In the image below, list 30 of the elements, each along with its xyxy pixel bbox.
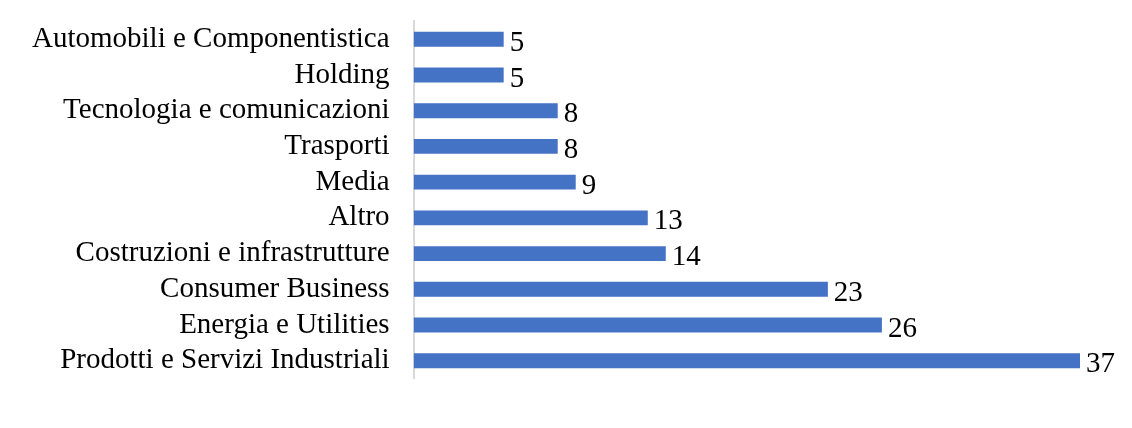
data-label: 37 <box>1086 346 1115 379</box>
bar <box>413 281 828 297</box>
bar <box>413 31 504 47</box>
data-label: 8 <box>563 96 579 129</box>
bar <box>413 138 558 154</box>
bar <box>413 210 648 226</box>
data-label: 8 <box>563 132 579 165</box>
y-tick-label: Consumer Business <box>160 270 390 303</box>
bar <box>413 67 504 83</box>
y-tick-label: Media <box>315 163 390 196</box>
bar <box>413 174 576 190</box>
data-label: 5 <box>509 60 525 93</box>
data-label: 26 <box>887 310 917 343</box>
bar <box>413 353 1080 369</box>
y-tick-label: Costruzioni e infrastrutture <box>75 235 390 268</box>
y-tick-label: Holding <box>294 56 390 89</box>
y-tick-label: Energia e Utilities <box>179 306 390 339</box>
bar <box>413 246 666 262</box>
data-label: 13 <box>653 203 683 236</box>
data-label: 14 <box>671 239 702 272</box>
y-tick-label: Prodotti e Servizi Industriali <box>60 342 390 375</box>
bar <box>413 103 558 119</box>
data-label: 23 <box>833 274 863 307</box>
y-tick-label: Trasporti <box>284 128 390 161</box>
y-tick-label: Tecnologia e comunicazioni <box>63 92 390 125</box>
y-tick-label: Automobili e Componentistica <box>31 20 390 53</box>
data-label: 9 <box>581 167 597 200</box>
data-label: 5 <box>509 24 525 57</box>
bar <box>413 317 882 333</box>
y-tick-label: Altro <box>328 199 390 232</box>
